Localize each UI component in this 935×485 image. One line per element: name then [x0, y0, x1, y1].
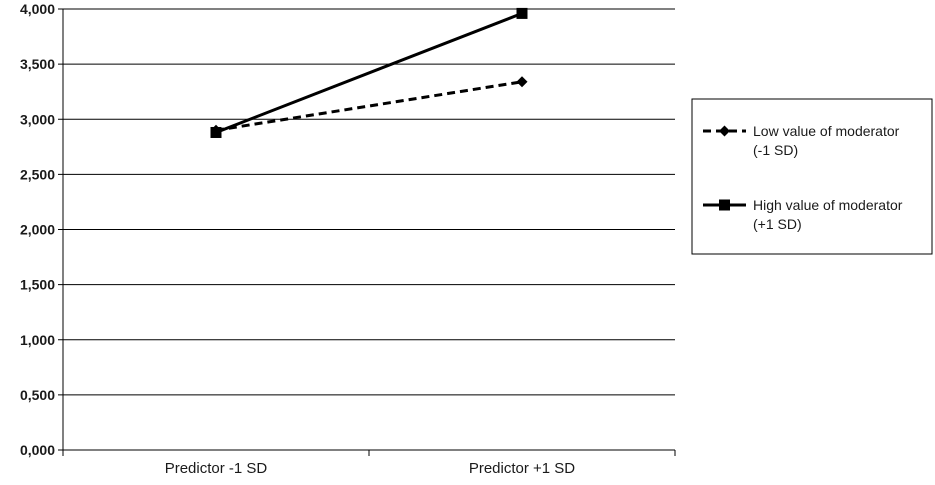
diamond-marker — [516, 76, 528, 88]
legend-square-marker — [719, 199, 730, 211]
series-line — [215, 80, 523, 132]
series — [210, 7, 528, 138]
series-1 — [210, 7, 528, 138]
legend-box — [691, 98, 933, 255]
square-marker — [516, 7, 528, 19]
x-tick-label: Predictor +1 SD — [469, 460, 575, 477]
legend-label: (-1 SD) — [753, 142, 798, 158]
series-0 — [210, 76, 528, 136]
square-marker — [210, 126, 222, 138]
y-tick-label: 0,500 — [20, 387, 55, 403]
y-tick-label: 1,500 — [20, 277, 55, 293]
legend-entry-1: High value of moderator (+1 SD) — [703, 197, 903, 232]
legend-entry-0: Low value of moderator (-1 SD) — [703, 123, 900, 158]
legend-diamond-marker — [719, 125, 730, 137]
axes: 0,000 0,500 1,000 1,500 2,000 2,500 3,000 3,500… — [20, 1, 676, 477]
legend-label: High value of moderator — [753, 197, 903, 213]
legend-label: (+1 SD) — [753, 216, 802, 232]
legend: Low value of moderator (-1 SD) High value … — [691, 98, 933, 255]
y-tick-label: 4,000 — [20, 1, 55, 17]
y-tick-label: 2,500 — [20, 166, 55, 182]
gridlines — [63, 8, 675, 396]
legend-label: Low value of moderator — [753, 123, 900, 139]
y-tick-label: 3,000 — [20, 111, 55, 127]
x-tick-label: Predictor -1 SD — [165, 460, 268, 477]
series-line — [215, 12, 523, 134]
y-tick-label: 0,000 — [20, 442, 55, 458]
y-tick-label: 3,500 — [20, 56, 55, 72]
y-tick-label: 2,000 — [20, 222, 55, 238]
y-tick-label: 1,000 — [20, 332, 55, 348]
